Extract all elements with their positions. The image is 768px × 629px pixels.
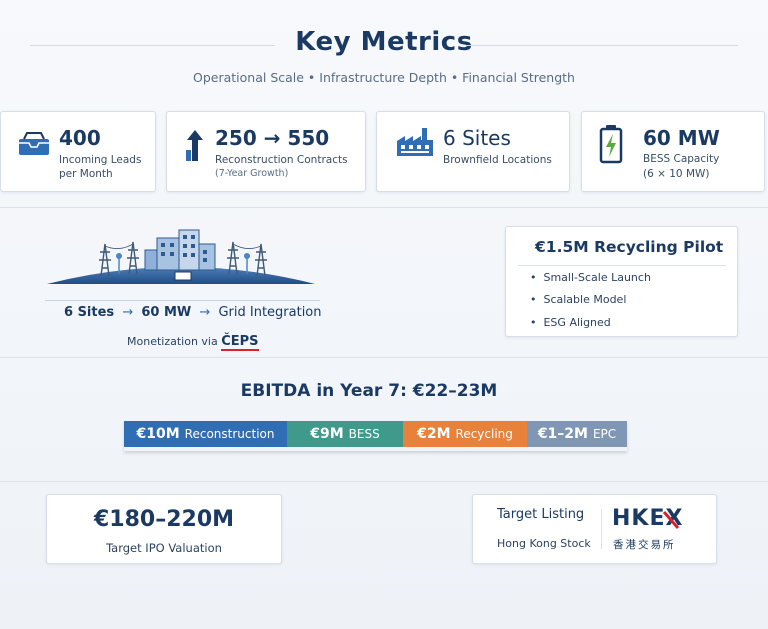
- metric-label: BESS Capacity: [643, 153, 720, 165]
- grid-flow: 6 Sites → 60 MW → Grid Integration: [64, 305, 322, 320]
- listing-subtitle: Hong Kong Stock: [497, 537, 591, 550]
- metric-value: 400: [59, 126, 101, 150]
- metric-sublabel: (7-Year Growth): [215, 168, 289, 179]
- section-divider: [0, 357, 768, 358]
- recycling-pilot-card: €1.5M Recycling Pilot • Small-Scale Laun…: [505, 226, 738, 337]
- inbox-icon: [19, 132, 49, 155]
- hkex-chinese-name: 香港交易所: [613, 539, 676, 551]
- title-divider-right: [466, 45, 738, 46]
- metric-sublabel: (6 × 10 MW): [643, 168, 710, 180]
- metric-value: 6 Sites: [443, 126, 511, 150]
- ebitda-title: EBITDA in Year 7: €22–23M: [240, 381, 498, 401]
- segment-bess: €9M BESS: [287, 421, 403, 447]
- ceps-logo: ČEPS: [221, 334, 259, 351]
- pilot-title: €1.5M Recycling Pilot: [535, 238, 724, 256]
- ipo-label: Target IPO Valuation: [106, 541, 222, 555]
- segment-reconstruction: €10M Reconstruction: [124, 421, 287, 447]
- flow-capacity: 60 MW: [141, 305, 192, 320]
- listing-title: Target Listing: [497, 507, 585, 522]
- ebitda-breakdown-bar: €10M Reconstruction €9M BESS €2M Recycling …: [124, 421, 627, 451]
- arrow-right-icon: →: [122, 305, 134, 320]
- pilot-bullet: • Small-Scale Launch: [530, 271, 651, 284]
- pilot-bullet: • Scalable Model: [530, 293, 627, 306]
- battery-icon: [599, 125, 623, 164]
- section-divider: [0, 207, 768, 208]
- flow-sites: 6 Sites: [64, 305, 115, 320]
- metric-sublabel: per Month: [59, 168, 113, 180]
- metric-value: 250 → 550: [215, 126, 330, 150]
- arrow-up-icon: [186, 130, 203, 161]
- grid-illustration: [47, 229, 315, 284]
- target-listing-card: Target Listing Hong Kong Stock HKEX 香港交易…: [472, 494, 717, 564]
- monetization-label: Monetization via: [127, 335, 218, 348]
- hkex-x-mark-icon: [662, 511, 680, 529]
- illustration-underline: [45, 300, 320, 301]
- flow-grid: Grid Integration: [218, 305, 322, 320]
- pilot-bullet: • ESG Aligned: [530, 316, 611, 329]
- title-divider-left: [30, 45, 275, 46]
- metric-label: Reconstruction Contracts: [215, 154, 348, 166]
- metric-card-bess: 60 MW BESS Capacity (6 × 10 MW): [581, 111, 765, 192]
- arrow-right-icon: →: [199, 305, 211, 320]
- metric-value: 60 MW: [643, 126, 720, 150]
- segment-recycling: €2M Recycling: [403, 421, 527, 447]
- factory-icon: [397, 128, 433, 156]
- monetization-line: Monetization via ČEPS: [127, 334, 259, 351]
- metric-card-contracts: 250 → 550 Reconstruction Contracts (7-Ye…: [166, 111, 366, 192]
- page-subtitle: Operational Scale • Infrastructure Depth…: [193, 70, 575, 85]
- segment-epc: €1–2M EPC: [527, 421, 627, 447]
- ipo-valuation-card: €180–220M Target IPO Valuation: [46, 494, 282, 564]
- metric-label: Incoming Leads: [59, 154, 142, 166]
- page-title: Key Metrics: [295, 27, 473, 57]
- ipo-value: €180–220M: [93, 507, 235, 532]
- listing-divider: [601, 509, 602, 549]
- metric-card-sites: 6 Sites Brownfield Locations: [376, 111, 570, 192]
- section-divider: [0, 481, 768, 482]
- metric-label: Brownfield Locations: [443, 154, 552, 166]
- metric-card-leads: 400 Incoming Leads per Month: [0, 111, 156, 192]
- pilot-divider: [518, 265, 726, 266]
